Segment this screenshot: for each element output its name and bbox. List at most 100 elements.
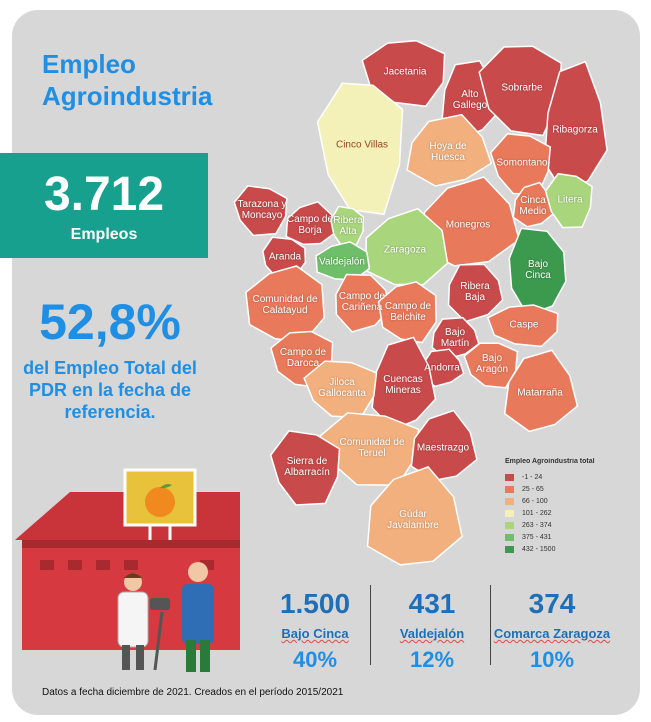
region [410,409,478,482]
region-label: Campo de Cariñena [338,291,386,313]
legend-title: Empleo Agroindustria total [505,458,595,465]
region-label: Comunidad de Calatayud [252,294,318,316]
highlight-label: Comarca Zaragoza [493,626,611,641]
region [486,304,559,348]
title: Empleo Agroindustria [42,49,213,111]
region-label: Bajo Aragón [475,353,509,375]
region [361,39,446,108]
legend-swatch [505,485,514,493]
separator [370,585,371,665]
region [233,185,288,237]
region [285,200,337,246]
region [366,466,463,566]
region-label: Litera [557,194,583,206]
region-label: Bajo Cinca [525,259,551,281]
legend-label: 66 - 100 [522,497,548,505]
legend-item: 375 - 431 [505,531,615,543]
region-label: Cinca Medio [519,195,547,217]
legend-item: 432 - 1500 [505,543,615,555]
region-label: Andorra [424,362,460,374]
region-label: Aranda [268,251,302,263]
legend-item: 66 - 100 [505,495,615,507]
region [447,263,504,323]
highlight: 374 Comarca Zaragoza 10% [493,588,611,673]
region-label: Jacetania [383,66,427,78]
legend-item: -1 - 24 [505,471,615,483]
region-label: Maestrazgo [416,442,470,454]
legend-label: 432 - 1500 [522,545,556,553]
legend-swatch [505,473,514,481]
region [335,273,390,333]
region-label: Comunidad de Teruel [339,437,405,459]
highlight-value: 1.500 [279,588,351,619]
region [316,82,404,216]
region-label: Ribera Alta [333,215,363,237]
highlight-share: 40% [292,647,338,672]
illustration [15,468,240,672]
region-label: Matarraña [517,387,563,399]
legend-label: -1 - 24 [522,473,543,481]
separator [490,585,491,665]
highlight: 1.500 Bajo Cinca 40% [256,588,374,673]
region [419,176,520,267]
legend-item: 101 - 262 [505,507,615,519]
region-label: Somontano [496,157,548,169]
highlight-label: Bajo Cinca [281,626,349,641]
legend: Empleo Agroindustria total -1 - 24 25 - 6… [505,458,615,555]
region-label: Cuencas Mineras [383,374,423,396]
footnote: Datos a fecha diciembre de 2021. Creados… [42,687,344,698]
region-label: Alto Gallego [452,89,488,111]
region [463,342,519,389]
highlight-label: Valdejalón [399,626,465,641]
legend-item: 25 - 65 [505,483,615,495]
regions [233,39,608,566]
legend-swatch [505,497,514,505]
region-label: Ribera Baja [460,281,490,303]
legend-swatch [505,533,514,541]
region [406,113,493,187]
legend-item: 263 - 374 [505,519,615,531]
share-value: 52,8% [39,294,181,350]
legend-swatch [505,509,514,517]
highlight-share: 12% [409,647,455,672]
highlight-value: 374 [528,588,576,619]
region-label: Campo de Daroca [279,347,327,369]
region-label: Bajo Martín [440,327,470,349]
share: 52,8% del Empleo Total del PDR en la fec… [20,293,200,423]
legend-swatch [505,545,514,553]
region-label: Campo de Belchite [384,301,432,323]
region-label: Campo de Borja [286,214,334,236]
total-box: 3.712 Empleos [0,153,208,258]
region [503,349,579,433]
highlight-share: 10% [529,647,575,672]
region-label: Cinco Villas [335,139,389,151]
region-label: Tarazona y Moncayo [237,199,287,221]
total-label: Empleos [70,226,138,243]
legend-label: 263 - 374 [522,521,552,529]
legend-label: 101 - 262 [522,509,552,517]
region [269,430,341,506]
region-label: Hoya de Huesca [429,141,467,163]
highlight: 431 Valdejalón 12% [373,588,491,673]
total-value: 3.712 [43,168,165,221]
legend-label: 375 - 431 [522,533,552,541]
region [478,45,563,137]
share-text: del Empleo Total del PDR en la fecha de … [23,358,197,422]
region [431,316,480,360]
region-label: Valdejalón [319,256,365,268]
region-label: Zaragoza [383,244,427,256]
region-label: Monegros [445,219,491,231]
region-label: Caspe [509,319,539,331]
legend-swatch [505,521,514,529]
legend-label: 25 - 65 [522,485,544,493]
highlight-value: 431 [408,588,456,619]
region [319,412,420,486]
region-label: Gúdar Javalambre [387,509,439,531]
region-label: Jiloca Gallocanta [318,377,366,399]
region-label: Ribagorza [552,124,598,136]
region-label: Sierra de Albarracín [284,456,330,478]
region [544,172,593,229]
region-label: Sobrarbe [501,82,543,94]
